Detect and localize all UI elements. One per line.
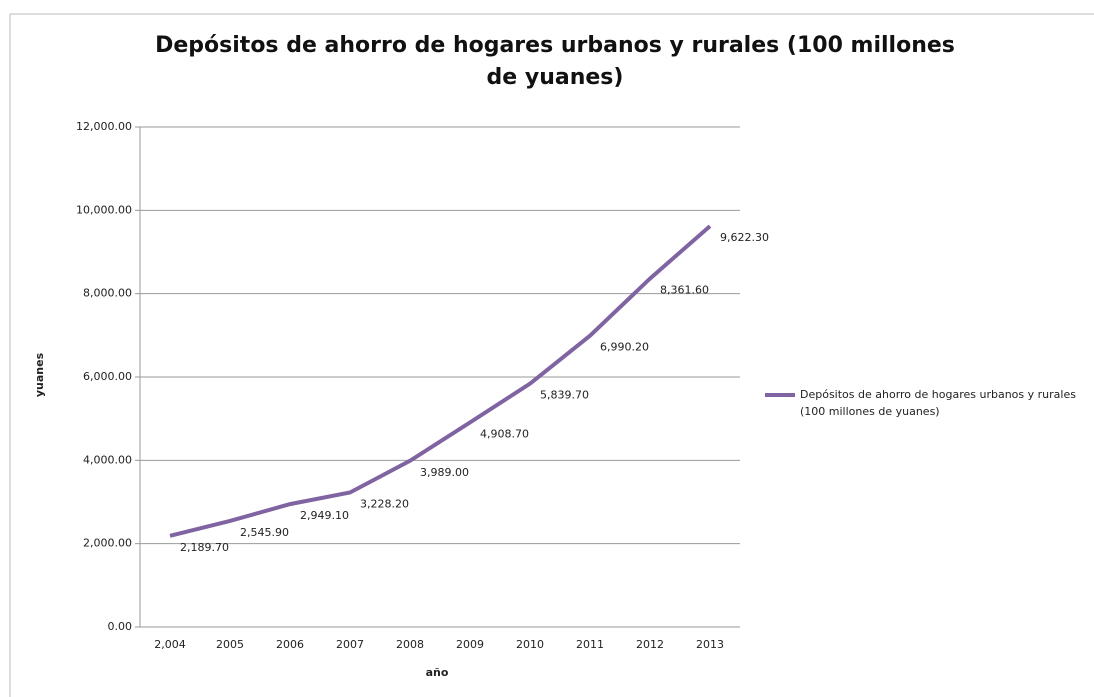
data-label: 9,622.30 — [720, 231, 769, 244]
x-tick-label: 2007 — [336, 638, 364, 651]
data-label: 2,189.70 — [180, 541, 229, 554]
data-label: 2,949.10 — [300, 509, 349, 522]
x-tick-label: 2011 — [576, 638, 604, 651]
data-label: 5,839.70 — [540, 389, 589, 402]
y-tick-label: 0.00 — [108, 620, 133, 633]
data-label: 3,989.00 — [420, 466, 469, 479]
data-label: 6,990.20 — [600, 341, 649, 354]
x-tick-label: 2013 — [696, 638, 724, 651]
x-tick-label: 2005 — [216, 638, 244, 651]
chart-border — [9, 13, 1094, 697]
y-axis-label: yuanes — [33, 352, 46, 397]
x-tick-label: 2009 — [456, 638, 484, 651]
data-line — [169, 224, 712, 538]
x-tick-label: 2008 — [396, 638, 424, 651]
y-tick-label: 2,000.00 — [83, 537, 132, 550]
y-tick-label: 8,000.00 — [83, 287, 132, 300]
legend-label: Depósitos de ahorro de hogares urbanos y… — [800, 388, 1076, 418]
x-tick-label: 2006 — [276, 638, 304, 651]
x-tick-label: 2010 — [516, 638, 544, 651]
y-tick-label: 6,000.00 — [83, 370, 132, 383]
data-label: 8,361.60 — [660, 284, 709, 297]
y-tick-label: 12,000.00 — [76, 120, 132, 133]
chart-title: Depósitos de ahorro de hogares urbanos y… — [155, 33, 955, 90]
data-label: 2,545.90 — [240, 526, 289, 539]
y-tick-label: 10,000.00 — [76, 203, 132, 216]
x-axis-label: año — [426, 666, 449, 679]
x-tick-label: 2012 — [636, 638, 664, 651]
y-tick-label: 4,000.00 — [83, 453, 132, 466]
data-label: 3,228.20 — [360, 497, 409, 510]
x-tick-label: 2,004 — [154, 638, 186, 651]
data-label: 4,908.70 — [480, 427, 529, 440]
